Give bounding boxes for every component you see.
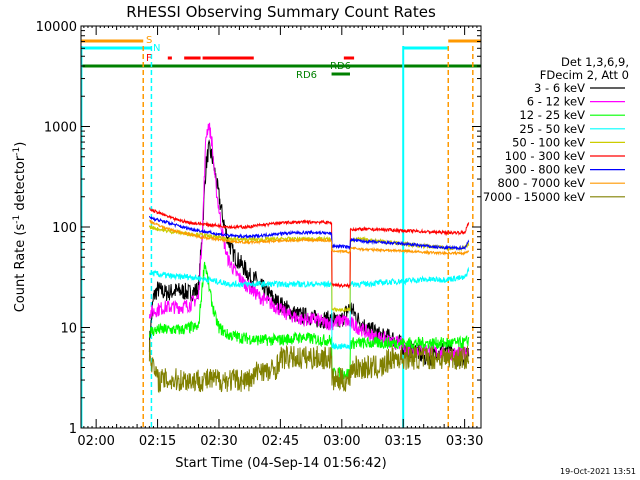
y-label-end: ) [13, 142, 28, 147]
x-tick-label: 03:00 [323, 434, 360, 449]
flag-label: N [153, 43, 160, 54]
footer-timestamp: 19-Oct-2021 13:51 [560, 467, 636, 476]
y-axis: 1 10 100 1000 10000 [36, 20, 481, 437]
plot-frame [80, 25, 482, 429]
legend-entry-label: 100 - 300 keV [505, 149, 585, 163]
y-axis-label: Count Rate (s-1 detector-1) [12, 142, 28, 313]
legend-entry-label: 800 - 7000 keV [497, 176, 585, 190]
series-line [148, 261, 470, 380]
y-label-sup2: -1 [12, 147, 22, 156]
legend-entry-label: 12 - 25 keV [519, 108, 585, 122]
legend-entry-label: 50 - 100 keV [512, 135, 585, 149]
legend-header: FDecim 2, Att 0 [540, 68, 629, 82]
y-label-main: Count Rate (s [13, 224, 28, 313]
y-tick-label: 100 [52, 221, 77, 236]
series-line [149, 207, 470, 290]
flag-label: RD6 [296, 70, 317, 81]
y-label-mid: detector [13, 155, 28, 215]
legend-entry-label: 7000 - 15000 keV [483, 190, 585, 204]
series-line [148, 122, 469, 361]
flag-label: RD6 [330, 61, 351, 72]
y-label-sup1: -1 [12, 215, 22, 224]
flag-label: F [146, 53, 152, 64]
x-tick-label: 02:15 [139, 434, 176, 449]
legend-entry-label: 300 - 800 keV [505, 163, 585, 177]
x-tick-label: 03:15 [384, 434, 421, 449]
series-line [148, 139, 470, 367]
x-tick-label: 02:30 [200, 434, 237, 449]
x-axis-label: Start Time (04-Sep-14 01:56:42) [175, 456, 386, 471]
x-tick-label: 03:30 [446, 434, 483, 449]
series-line [149, 266, 470, 350]
x-tick-label: 02:45 [262, 434, 299, 449]
legend-header: Det 1,3,6,9, [561, 55, 629, 69]
x-axis: 02:00 02:15 02:30 02:45 03:00 03:15 03:30 [77, 26, 483, 449]
x-tick-label: 02:00 [77, 434, 114, 449]
chart-title: RHESSI Observing Summary Count Rates [126, 3, 436, 21]
flag-label: S [146, 35, 152, 46]
y-tick-label: 10000 [36, 20, 77, 35]
y-tick-label: 1 [69, 422, 77, 437]
series-layer [148, 122, 470, 394]
series-line [148, 340, 470, 394]
legend-entry-label: 3 - 6 keV [534, 81, 585, 95]
y-tick-label: 10 [60, 322, 77, 337]
legend-entry-label: 6 - 12 keV [527, 95, 585, 109]
y-tick-label: 1000 [44, 121, 77, 136]
series-line [148, 215, 470, 251]
legend-entry-label: 25 - 50 keV [519, 122, 585, 136]
series-line [149, 219, 470, 256]
